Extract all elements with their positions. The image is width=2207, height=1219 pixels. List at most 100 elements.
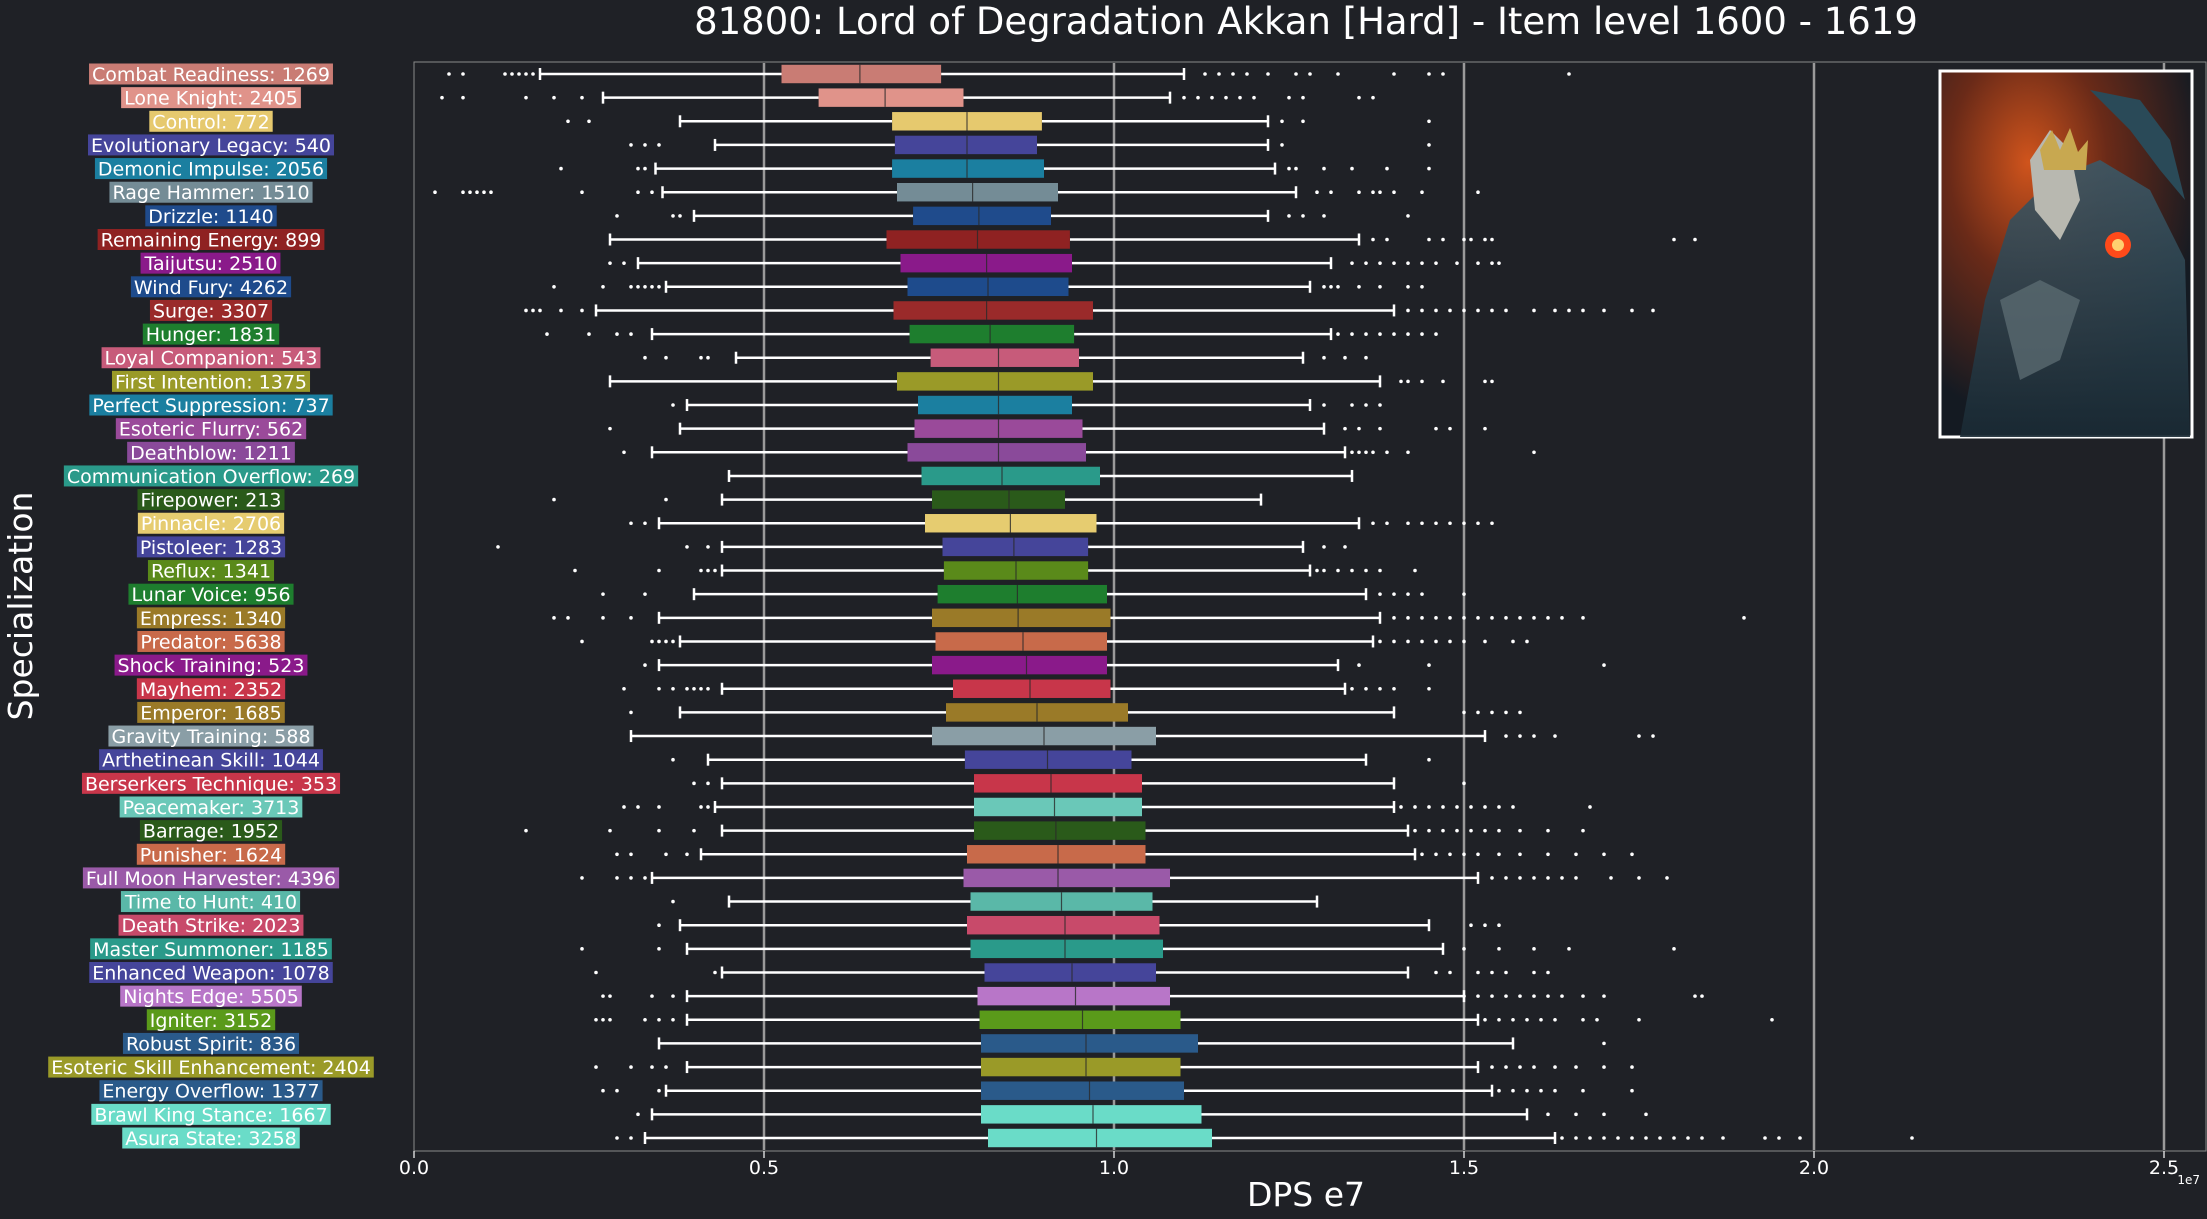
outlier-point xyxy=(1455,805,1459,809)
category-label-background xyxy=(114,654,308,676)
outlier-point xyxy=(1476,616,1480,620)
outlier-point xyxy=(1721,1136,1725,1140)
outlier-point xyxy=(657,1017,661,1022)
outlier-point xyxy=(1406,285,1410,289)
box-iqr xyxy=(932,655,1107,675)
outlier-point xyxy=(629,852,633,857)
outlier-point xyxy=(615,1136,619,1140)
outlier-point xyxy=(601,1017,605,1022)
outlier-point xyxy=(1322,285,1326,289)
outlier-point xyxy=(1630,1088,1634,1093)
outlier-point xyxy=(1497,261,1501,265)
outlier-point xyxy=(1483,237,1487,242)
box-group xyxy=(629,514,1494,533)
box-iqr xyxy=(984,963,1156,982)
category-label-background xyxy=(137,630,285,652)
outlier-point xyxy=(552,497,556,502)
outlier-point xyxy=(615,852,619,857)
outlier-point xyxy=(1385,166,1389,171)
outlier-point xyxy=(1609,876,1613,880)
outlier-point xyxy=(1280,143,1284,147)
outlier-point xyxy=(1672,947,1676,951)
category-label-background xyxy=(136,607,286,629)
outlier-point xyxy=(1574,1065,1578,1069)
outlier-point xyxy=(1420,639,1424,644)
outlier-point xyxy=(1490,237,1494,242)
category-label: Lone Knight: 2405 xyxy=(124,88,298,110)
category-label: Peacemaker: 3713 xyxy=(123,797,300,819)
outlier-point xyxy=(1630,308,1634,313)
outlier-point xyxy=(1392,686,1396,691)
category-label-background xyxy=(149,110,273,132)
outlier-point xyxy=(1427,72,1431,76)
outlier-point xyxy=(1427,143,1431,147)
category-label-background xyxy=(89,961,333,983)
outlier-point xyxy=(1462,616,1466,620)
box-group xyxy=(615,845,1634,864)
box-group xyxy=(433,183,1480,202)
outlier-point xyxy=(1595,1017,1599,1022)
box-iqr xyxy=(897,183,1058,202)
box-group xyxy=(615,1128,1914,1148)
outlier-point xyxy=(1462,237,1466,242)
outlier-point xyxy=(1392,332,1396,336)
outlier-point xyxy=(552,285,556,289)
category-label: Esoteric Skill Enhancement: 2404 xyxy=(51,1057,371,1079)
outlier-point xyxy=(1434,639,1438,644)
outlier-point xyxy=(1378,190,1382,195)
outlier-point xyxy=(1469,923,1473,927)
outlier-point xyxy=(1693,994,1697,998)
outlier-point xyxy=(1322,568,1326,573)
outlier-point xyxy=(1511,1088,1515,1093)
outlier-point xyxy=(1378,568,1382,573)
box-iqr xyxy=(932,490,1065,509)
outlier-point xyxy=(1504,970,1508,975)
outlier-point xyxy=(524,308,528,313)
outlier-point xyxy=(1287,95,1291,100)
outlier-point xyxy=(1427,663,1431,667)
box-iqr xyxy=(970,939,1163,959)
outlier-point xyxy=(1420,332,1424,336)
outlier-point xyxy=(461,72,465,76)
category-label: First Intention: 1375 xyxy=(115,371,307,393)
outlier-point xyxy=(706,686,710,691)
outlier-point xyxy=(1567,72,1571,76)
outlier-point xyxy=(608,994,612,998)
category-label-background xyxy=(145,205,277,227)
outlier-point xyxy=(1497,923,1501,927)
outlier-point xyxy=(664,497,668,502)
outlier-point xyxy=(552,616,556,620)
outlier-point xyxy=(1378,639,1382,644)
outlier-point xyxy=(1336,72,1340,76)
outlier-point xyxy=(1287,214,1291,218)
category-label: Reflux: 1341 xyxy=(151,561,271,583)
outlier-point xyxy=(1504,308,1508,313)
x-tick-label: 0.0 xyxy=(399,1157,429,1179)
outlier-point xyxy=(1644,1136,1648,1140)
box-group xyxy=(643,348,1368,367)
outlier-point xyxy=(1350,332,1354,336)
outlier-point xyxy=(1406,214,1410,218)
category-label: Communication Overflow: 269 xyxy=(67,466,355,488)
outlier-point xyxy=(580,947,584,951)
outlier-point xyxy=(1476,710,1480,715)
outlier-point xyxy=(1364,686,1368,691)
box-group xyxy=(524,301,1655,320)
outlier-point xyxy=(1539,1088,1543,1093)
category-label: Gravity Training: 588 xyxy=(111,726,310,748)
outlier-point xyxy=(517,72,521,76)
outlier-point xyxy=(713,970,717,975)
outlier-point xyxy=(1448,521,1452,526)
outlier-point xyxy=(636,285,640,289)
outlier-point xyxy=(587,332,591,336)
outlier-point xyxy=(678,214,682,218)
outlier-point xyxy=(1315,568,1319,573)
category-label: Taijutsu: 2510 xyxy=(144,253,278,275)
outlier-point xyxy=(594,1065,598,1069)
outlier-point xyxy=(524,828,528,833)
outlier-point xyxy=(706,805,710,809)
outlier-point xyxy=(1532,876,1536,880)
category-label: Firepower: 213 xyxy=(140,490,281,512)
outlier-point xyxy=(671,686,675,691)
outlier-point xyxy=(1266,72,1270,76)
